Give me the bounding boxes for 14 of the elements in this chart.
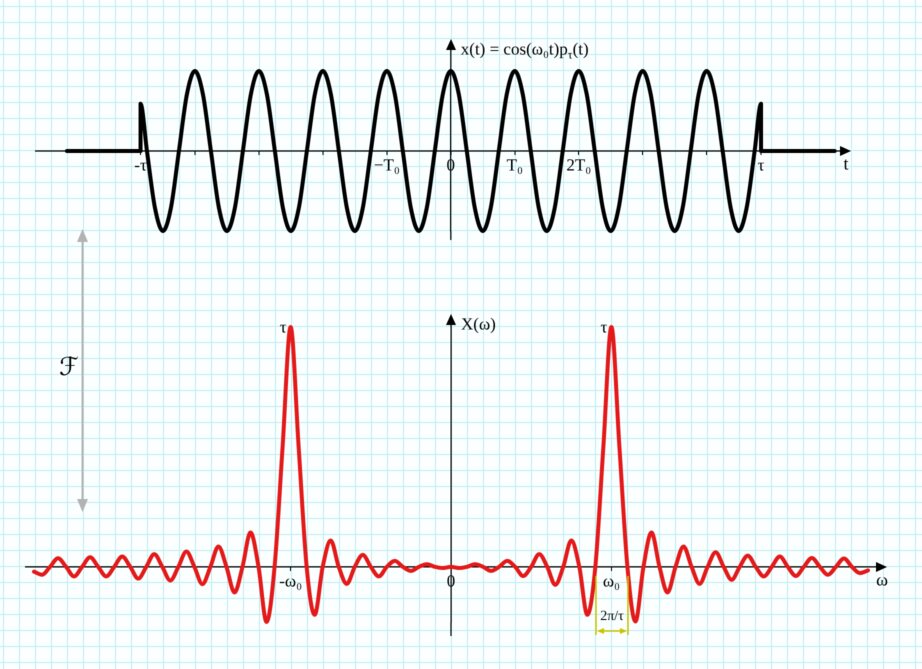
annotation: τ (280, 317, 287, 336)
x-axis-title: t (844, 154, 849, 174)
x-axis-title: ω (876, 570, 888, 590)
x-tick-label: T₀ (506, 156, 523, 175)
y-axis-title: X(ω) (461, 314, 496, 334)
x-tick-label: 2T₀ (566, 156, 592, 175)
x-tick-label: ω₀ (602, 572, 620, 591)
annotation: τ (600, 317, 608, 336)
annotation: 2π/τ (599, 609, 625, 624)
annotation: ℱ (58, 352, 80, 381)
x-tick-label: −T₀ (374, 156, 400, 175)
x-tick-label: -ω₀ (279, 572, 302, 591)
x-tick-label: τ (758, 156, 765, 175)
x-tick-label: -τ (134, 156, 147, 175)
